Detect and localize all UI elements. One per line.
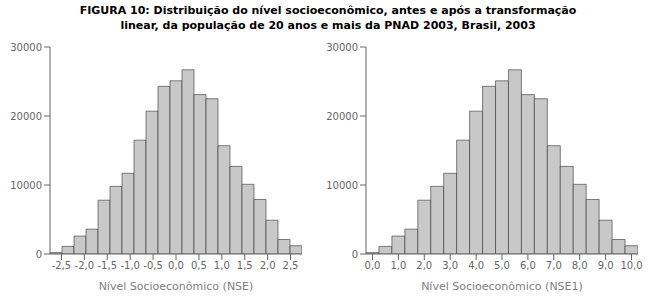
svg-text:0,5: 0,5 (191, 260, 207, 271)
svg-text:Nível Socioeconômico (NSE1): Nível Socioeconômico (NSE1) (421, 280, 583, 293)
svg-text:-1,0: -1,0 (120, 260, 140, 271)
svg-text:10000: 10000 (10, 180, 42, 191)
svg-text:3,0: 3,0 (442, 260, 458, 271)
svg-text:20000: 20000 (326, 111, 358, 122)
svg-text:10000: 10000 (326, 180, 358, 191)
svg-text:7,0: 7,0 (546, 260, 562, 271)
svg-text:4,0: 4,0 (468, 260, 484, 271)
svg-text:8,0: 8,0 (572, 260, 588, 271)
svg-text:0,0: 0,0 (365, 260, 381, 271)
svg-text:-2,5: -2,5 (52, 260, 72, 271)
svg-text:6,0: 6,0 (520, 260, 536, 271)
html-text:FIGURA 10: Distribuição do nív: FIGURA 10: Distribuição do nível socioec… (79, 4, 577, 17)
svg-text:-1,5: -1,5 (98, 260, 118, 271)
svg-text:Nível Socioeconômico (NSE): Nível Socioeconômico (NSE) (99, 280, 254, 293)
svg-text:0,0: 0,0 (168, 260, 184, 271)
svg-text:9,0: 9,0 (598, 260, 614, 271)
svg-text:2,0: 2,0 (260, 260, 276, 271)
svg-text:-0,5: -0,5 (143, 260, 163, 271)
html-text:linear, da população de 20 ano: linear, da população de 20 anos e mais d… (120, 19, 536, 32)
svg-text:2,5: 2,5 (283, 260, 299, 271)
svg-text:5,0: 5,0 (494, 260, 510, 271)
svg-text:-2,0: -2,0 (75, 260, 95, 271)
svg-text:2,0: 2,0 (416, 260, 432, 271)
svg-text:0: 0 (352, 249, 358, 260)
svg-text:1,0: 1,0 (390, 260, 406, 271)
svg-text:0: 0 (36, 249, 42, 260)
svg-text:10,0: 10,0 (620, 260, 642, 271)
svg-text:30000: 30000 (326, 42, 358, 53)
svg-text:20000: 20000 (10, 111, 42, 122)
svg-text:1,0: 1,0 (214, 260, 230, 271)
svg-text:1,5: 1,5 (237, 260, 253, 271)
svg-text:30000: 30000 (10, 42, 42, 53)
